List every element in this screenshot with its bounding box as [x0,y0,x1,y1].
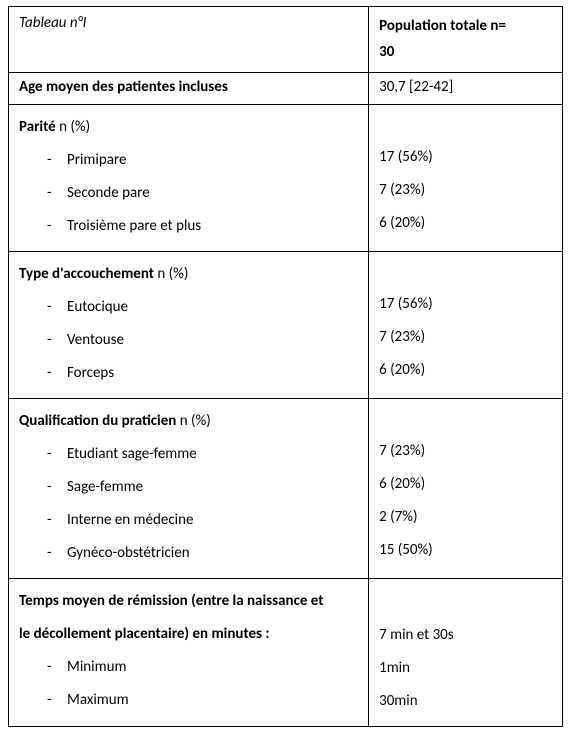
remission-heading-l2: le décollement placentaire) en minutes : [19,618,358,651]
parite-right-cell: 17 (56%) 7 (23%) 6 (20%) [369,105,563,252]
praticien-row: Qualification du praticien n (%) Etudian… [9,399,563,579]
praticien-left-cell: Qualification du praticien n (%) Etudian… [9,399,369,579]
accouchement-left-cell: Type d'accouchement n (%) Eutocique Vent… [9,252,369,399]
list-item: Eutocique [47,291,358,324]
age-label-cell: Age moyen des patientes incluses [9,73,369,105]
list-item: Minimum [47,651,358,684]
list-item: Primipare [47,144,358,177]
list-item: Seconde pare [47,177,358,210]
data-table: Tableau n°I Population totale n= 30 Age … [8,6,563,727]
value-item: 7 (23%) [379,321,552,354]
parite-row: Parité n (%) Primipare Seconde pare Troi… [9,105,563,252]
value-item: 7 min et 30s [379,619,552,652]
header-left-cell: Tableau n°I [9,7,369,73]
accouchement-heading: Type d'accouchement [19,265,154,283]
value-item: 2 (7%) [379,501,552,534]
list-item: Interne en médecine [47,504,358,537]
parite-left-cell: Parité n (%) Primipare Seconde pare Troi… [9,105,369,252]
remission-left-cell: Temps moyen de rémission (entre la naiss… [9,579,369,727]
age-value: 30,7 [22-42] [379,72,453,96]
list-item: Ventouse [47,324,358,357]
header-right-cell: Population totale n= 30 [369,7,563,73]
value-item: 17 (56%) [379,288,552,321]
value-item: 1min [379,652,552,685]
table-container: Tableau n°I Population totale n= 30 Age … [8,6,563,727]
list-item: Forceps [47,357,358,390]
remission-right-cell: 7 min et 30s 1min 30min [369,579,563,727]
population-label-line1: Population totale n= [379,17,506,35]
value-item: 6 (20%) [379,207,552,240]
list-item: Gynéco-obstétricien [47,537,358,570]
value-item: 6 (20%) [379,354,552,387]
age-label: Age moyen des patientes incluses [19,78,228,96]
accouchement-right-cell: 17 (56%) 7 (23%) 6 (20%) [369,252,563,399]
value-item: 7 (23%) [379,174,552,207]
value-item: 30min [379,685,552,718]
value-item: 6 (20%) [379,468,552,501]
accouchement-heading-suffix: n (%) [154,265,188,283]
parite-heading: Parité [19,118,56,136]
praticien-right-cell: 7 (23%) 6 (20%) 2 (7%) 15 (50%) [369,399,563,579]
accouchement-row: Type d'accouchement n (%) Eutocique Vent… [9,252,563,399]
age-value-cell: 30,7 [22-42] [369,73,563,105]
value-item: 15 (50%) [379,534,552,567]
praticien-heading: Qualification du praticien [19,412,176,430]
population-label-line2: 30 [379,43,394,61]
age-row: Age moyen des patientes incluses 30,7 [2… [9,73,563,105]
table-title: Tableau n°I [19,14,86,32]
parite-heading-suffix: n (%) [56,118,90,136]
remission-heading-l1: Temps moyen de rémission (entre la naiss… [19,585,358,618]
header-row: Tableau n°I Population totale n= 30 [9,7,563,73]
list-item: Etudiant sage-femme [47,438,358,471]
praticien-heading-suffix: n (%) [176,412,210,430]
value-item: 7 (23%) [379,435,552,468]
list-item: Sage-femme [47,471,358,504]
list-item: Troisième pare et plus [47,210,358,243]
value-item: 17 (56%) [379,141,552,174]
list-item: Maximum [47,684,358,717]
remission-row: Temps moyen de rémission (entre la naiss… [9,579,563,727]
